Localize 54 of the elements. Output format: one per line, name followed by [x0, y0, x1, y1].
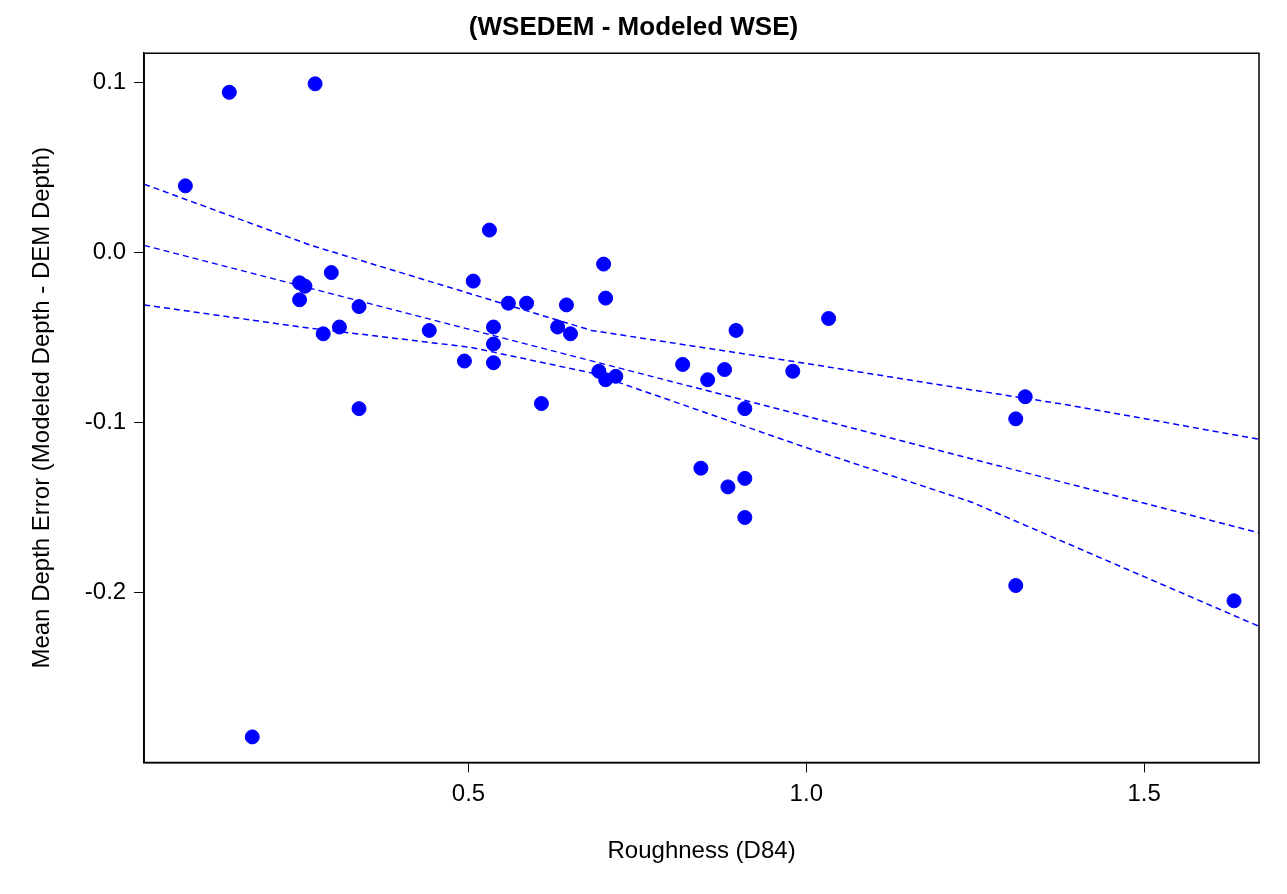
point [737, 401, 753, 417]
point [307, 76, 323, 92]
point [244, 729, 260, 745]
point [821, 311, 837, 327]
point [456, 353, 472, 369]
point [292, 292, 308, 308]
point [785, 363, 801, 379]
point [550, 319, 566, 335]
point [323, 265, 339, 281]
point [700, 372, 716, 388]
point [598, 290, 614, 306]
point [465, 273, 481, 289]
x-tick-label: 1.5 [1127, 779, 1161, 807]
point [1008, 578, 1024, 594]
point [737, 510, 753, 525]
point [351, 401, 367, 417]
point [221, 84, 237, 100]
point [485, 336, 501, 352]
point [315, 326, 331, 342]
point [675, 356, 691, 372]
point [481, 222, 497, 238]
point [331, 319, 347, 335]
point [720, 479, 736, 495]
point [421, 322, 437, 338]
point [1008, 411, 1024, 427]
y-tick-label: -0.1 [84, 406, 127, 434]
point [351, 299, 367, 315]
point [297, 278, 313, 294]
line-series [144, 304, 1259, 628]
y-tick-label: -0.2 [84, 576, 127, 604]
point [728, 322, 744, 338]
point [596, 256, 612, 272]
point [519, 295, 535, 311]
y-tick-label: 0.1 [92, 66, 127, 94]
y-tick-label: 0.0 [92, 236, 127, 264]
point [485, 355, 501, 371]
point [563, 326, 578, 342]
point [533, 396, 549, 412]
x-tick-label: 1.0 [789, 779, 823, 807]
point [608, 368, 624, 384]
y-axis-title: Mean Depth Error (Modeled Depth - DEM Depth) [27, 147, 55, 669]
point [737, 470, 753, 486]
point [558, 297, 574, 313]
x-tick-label: 0.5 [451, 779, 486, 807]
point [500, 295, 516, 311]
point [1017, 389, 1033, 405]
point [177, 178, 193, 194]
point [717, 362, 733, 378]
x-axis-title: Roughness (D84) [607, 836, 796, 864]
point [485, 319, 501, 335]
point [693, 460, 709, 476]
line-series [144, 183, 1259, 441]
chart-title: (WSEDEM - Modeled WSE) [468, 10, 799, 41]
point [1226, 593, 1242, 609]
